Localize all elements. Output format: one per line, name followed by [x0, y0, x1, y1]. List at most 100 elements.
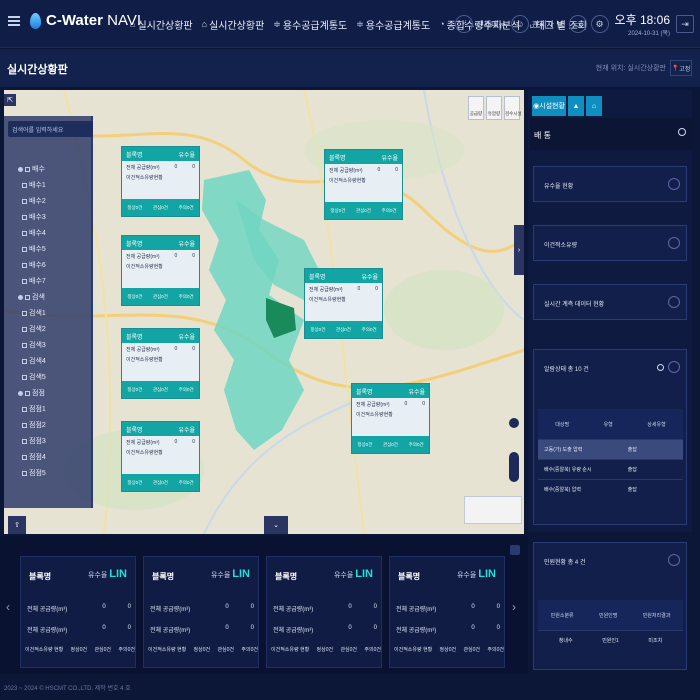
tab-bell[interactable]: ▲	[568, 96, 584, 116]
table-row[interactable]: 청내수 민원인1 미조치	[538, 630, 683, 650]
block-summary-card[interactable]: 블록명 유수율 LIN 전체 공급량(m³) 0 0 전체 공급량(m³) 0 0 이건적소유량…	[20, 556, 136, 668]
map-panel-expand-icon[interactable]: ⇱	[4, 94, 16, 106]
supply-row: 전체 공급량(m³) 0 0	[150, 604, 254, 613]
chevron-down-icon[interactable]	[668, 237, 680, 249]
tree-search-input[interactable]: 검색어를 입력하세요	[8, 121, 93, 137]
tree-group[interactable]: 점점	[18, 388, 45, 398]
tree-item[interactable]: 배수1	[22, 180, 46, 190]
facility-icon	[22, 198, 27, 204]
tree-item[interactable]: 배수7	[22, 276, 46, 286]
menu-item-tag-search[interactable]: ⌞ 태그 별 조회	[529, 18, 588, 32]
map-right-collapse-icon[interactable]: ›	[514, 225, 524, 275]
tree-item[interactable]: 배수3	[22, 212, 46, 222]
card-inflow[interactable]: 이건적소유량	[533, 225, 687, 261]
tree-item[interactable]: 배수4	[22, 228, 46, 238]
tree-group[interactable]: 배수	[18, 164, 45, 174]
search-icon[interactable]	[678, 128, 686, 136]
chevron-down-icon[interactable]	[668, 178, 680, 190]
home-icon: ⌂	[201, 19, 208, 29]
chevron-up-icon[interactable]	[668, 361, 680, 373]
logout-icon[interactable]: ⇥	[676, 15, 694, 33]
layer-button-flow[interactable]: 유압량	[486, 96, 502, 120]
chevron-up-icon[interactable]	[668, 554, 680, 566]
block-popup[interactable]: 블록명 유수율 전체 공급량(m³) 0 0 이건적소유량현황 정상0건 관심0건 주의0건	[121, 328, 200, 399]
breadcrumb: 현재 위치: 실시간상황판	[595, 65, 666, 72]
popup-footer: 정상0건 관심0건 주의0건	[122, 288, 199, 305]
pin-button[interactable]: 📍 고정	[670, 60, 692, 76]
popup-footer: 정상0건 관심0건 주의0건	[122, 474, 199, 491]
app-logo[interactable]: C-Water NAVI	[30, 12, 141, 29]
menu-item-balance-analysis[interactable]: ◔ 종합수량수지분석	[439, 19, 521, 32]
tree-group[interactable]: 검색	[18, 292, 45, 302]
tree-item[interactable]: 점점3	[22, 436, 46, 446]
tree-item[interactable]: 배수2	[22, 196, 46, 206]
tree-item[interactable]: 점점1	[22, 404, 46, 414]
monitor-icon[interactable]: ▭	[568, 15, 587, 33]
block-popup[interactable]: 블록명 유수율 전체 공급량(m³) 0 0 이건적소유량현황 정상0건 관심0건 주의0건	[324, 149, 403, 220]
card-realtime-data[interactable]: 실시간 계측 데이터 현황	[533, 284, 687, 320]
block-popup[interactable]: 블록명 유수율 전체 공급량(m³) 0 0 이건적소유량현황 정상0건 관심0건 주의0건	[121, 235, 200, 306]
chevron-down-icon[interactable]	[668, 296, 680, 308]
tree-item[interactable]: 검색4	[22, 356, 46, 366]
layer-button-supply[interactable]: 공급량	[468, 96, 484, 120]
bottom-prev-icon[interactable]: ‹	[6, 600, 10, 614]
basemap-thumbnails[interactable]	[464, 496, 522, 524]
menu-toggle-icon[interactable]	[8, 14, 20, 28]
home-icon: ⌂	[130, 19, 136, 29]
block-popup[interactable]: 블록명 유수율 전체 공급량(m³) 0 0 이건적소유량현황 정상0건 관심0건 주의0건	[121, 146, 200, 217]
tree-toggle-icon[interactable]	[18, 390, 23, 396]
block-popup[interactable]: 블록명 유수율 전체 공급량(m³) 0 0 이건적소유량현황 정상0건 관심0건 주의0건	[304, 268, 383, 339]
tab-home[interactable]: ⌂	[586, 96, 602, 116]
map-bottom-collapse-icon[interactable]: ⌄	[264, 516, 288, 534]
grid-menu-icon[interactable]: ⁞⁞	[455, 15, 474, 33]
tree-item[interactable]: 검색1	[22, 308, 46, 318]
menu-item-realtime-board[interactable]: ⌂ 실시간상황판	[130, 19, 193, 32]
user-icon[interactable]: ☺	[510, 15, 529, 33]
table-row[interactable]: 배수(중알북) 압력 출답	[538, 479, 683, 499]
menu-item-supply-diagram[interactable]: ≑ 용수공급계통도	[273, 18, 348, 32]
tree-item[interactable]: 점점2	[22, 420, 46, 430]
block-summary-card[interactable]: 블록명 유수율 LIN 전체 공급량(m³) 0 0 전체 공급량(m³) 0 0 이건적소유량…	[266, 556, 382, 668]
block-popup[interactable]: 블록명 유수율 전체 공급량(m³) 0 0 이건적소유량현황 정상0건 관심0건 주의0건	[121, 421, 200, 492]
user-name[interactable]: 관리자 님	[531, 19, 564, 29]
tree-item[interactable]: 검색2	[22, 324, 46, 334]
settings-icon[interactable]: ⚙	[590, 15, 609, 33]
pin-icon: 📍	[671, 65, 680, 72]
map-bottom-left-icon[interactable]: ⇧	[8, 516, 26, 534]
clock: 오후 18:06 2024-10-31 (목)	[614, 13, 670, 37]
block-summary-card[interactable]: 블록명 유수율 LIN 전체 공급량(m³) 0 0 전체 공급량(m³) 0 0 이건적소유량…	[389, 556, 505, 668]
facility-icon	[22, 406, 27, 412]
tab-facility-status[interactable]: ◉ 시설현황	[532, 96, 566, 116]
popup-row: 이건적소유량현황	[126, 175, 163, 181]
tree-item[interactable]: 점점4	[22, 452, 46, 462]
zoom-in-button[interactable]	[509, 418, 519, 428]
top-right-tools: ⁞⁞ 전체메뉴 ☺ 관리자 님 ▭ ⚙ 오후 18:06 2024-10-31 …	[455, 0, 700, 48]
table-row[interactable]: 고동(가) 도출 압력 출답	[538, 439, 683, 459]
tree-item[interactable]: 검색5	[22, 372, 46, 382]
menu-item-supply-diagram-2[interactable]: ≑ 용수공급계통도	[356, 18, 431, 32]
card-leak-rate[interactable]: 유수율 현황	[533, 166, 687, 202]
popup-row: 전체 공급량(m³) 0 0	[126, 439, 195, 446]
tree-item[interactable]: 배수6	[22, 260, 46, 270]
all-menu-label[interactable]: 전체메뉴	[476, 19, 506, 29]
location-icon: ◉	[533, 103, 540, 110]
civil-rows: 청내수 민원인1 미조치	[538, 630, 683, 650]
block-popup[interactable]: 블록명 유수율 전체 공급량(m³) 0 0 이건적소유량현황 정상0건 관심0건 주의0건	[351, 383, 430, 454]
bottom-toggle-icon[interactable]	[510, 545, 520, 555]
table-row[interactable]: 배수(중알북) 유량 순시 출답	[538, 459, 683, 479]
block-summary-card[interactable]: 블록명 유수율 LIN 전체 공급량(m³) 0 0 전체 공급량(m³) 0 0 이건적소유량…	[143, 556, 259, 668]
search-icon[interactable]	[657, 364, 664, 371]
popup-footer: 정상0건 관심0건 주의0건	[122, 199, 199, 216]
tree-item[interactable]: 점점5	[22, 468, 46, 478]
zoom-out-button[interactable]	[509, 452, 519, 482]
layer-button-leak[interactable]: 검수시설	[504, 96, 522, 120]
tree-item[interactable]: 배수5	[22, 244, 46, 254]
tree-toggle-icon[interactable]	[18, 294, 23, 300]
tree-toggle-icon[interactable]	[18, 166, 23, 172]
bottom-next-icon[interactable]: ›	[512, 600, 516, 614]
folder-icon	[25, 294, 30, 300]
menu-item-realtime-board-2[interactable]: ⌂ 실시간상황판	[201, 19, 265, 32]
popup-row: 이건적소유량현황	[329, 178, 366, 184]
footer: 2023 ~ 2024 © HSCMT CO.,LTD. 제작 번호 4 호	[0, 676, 700, 700]
tree-item[interactable]: 검색3	[22, 340, 46, 350]
